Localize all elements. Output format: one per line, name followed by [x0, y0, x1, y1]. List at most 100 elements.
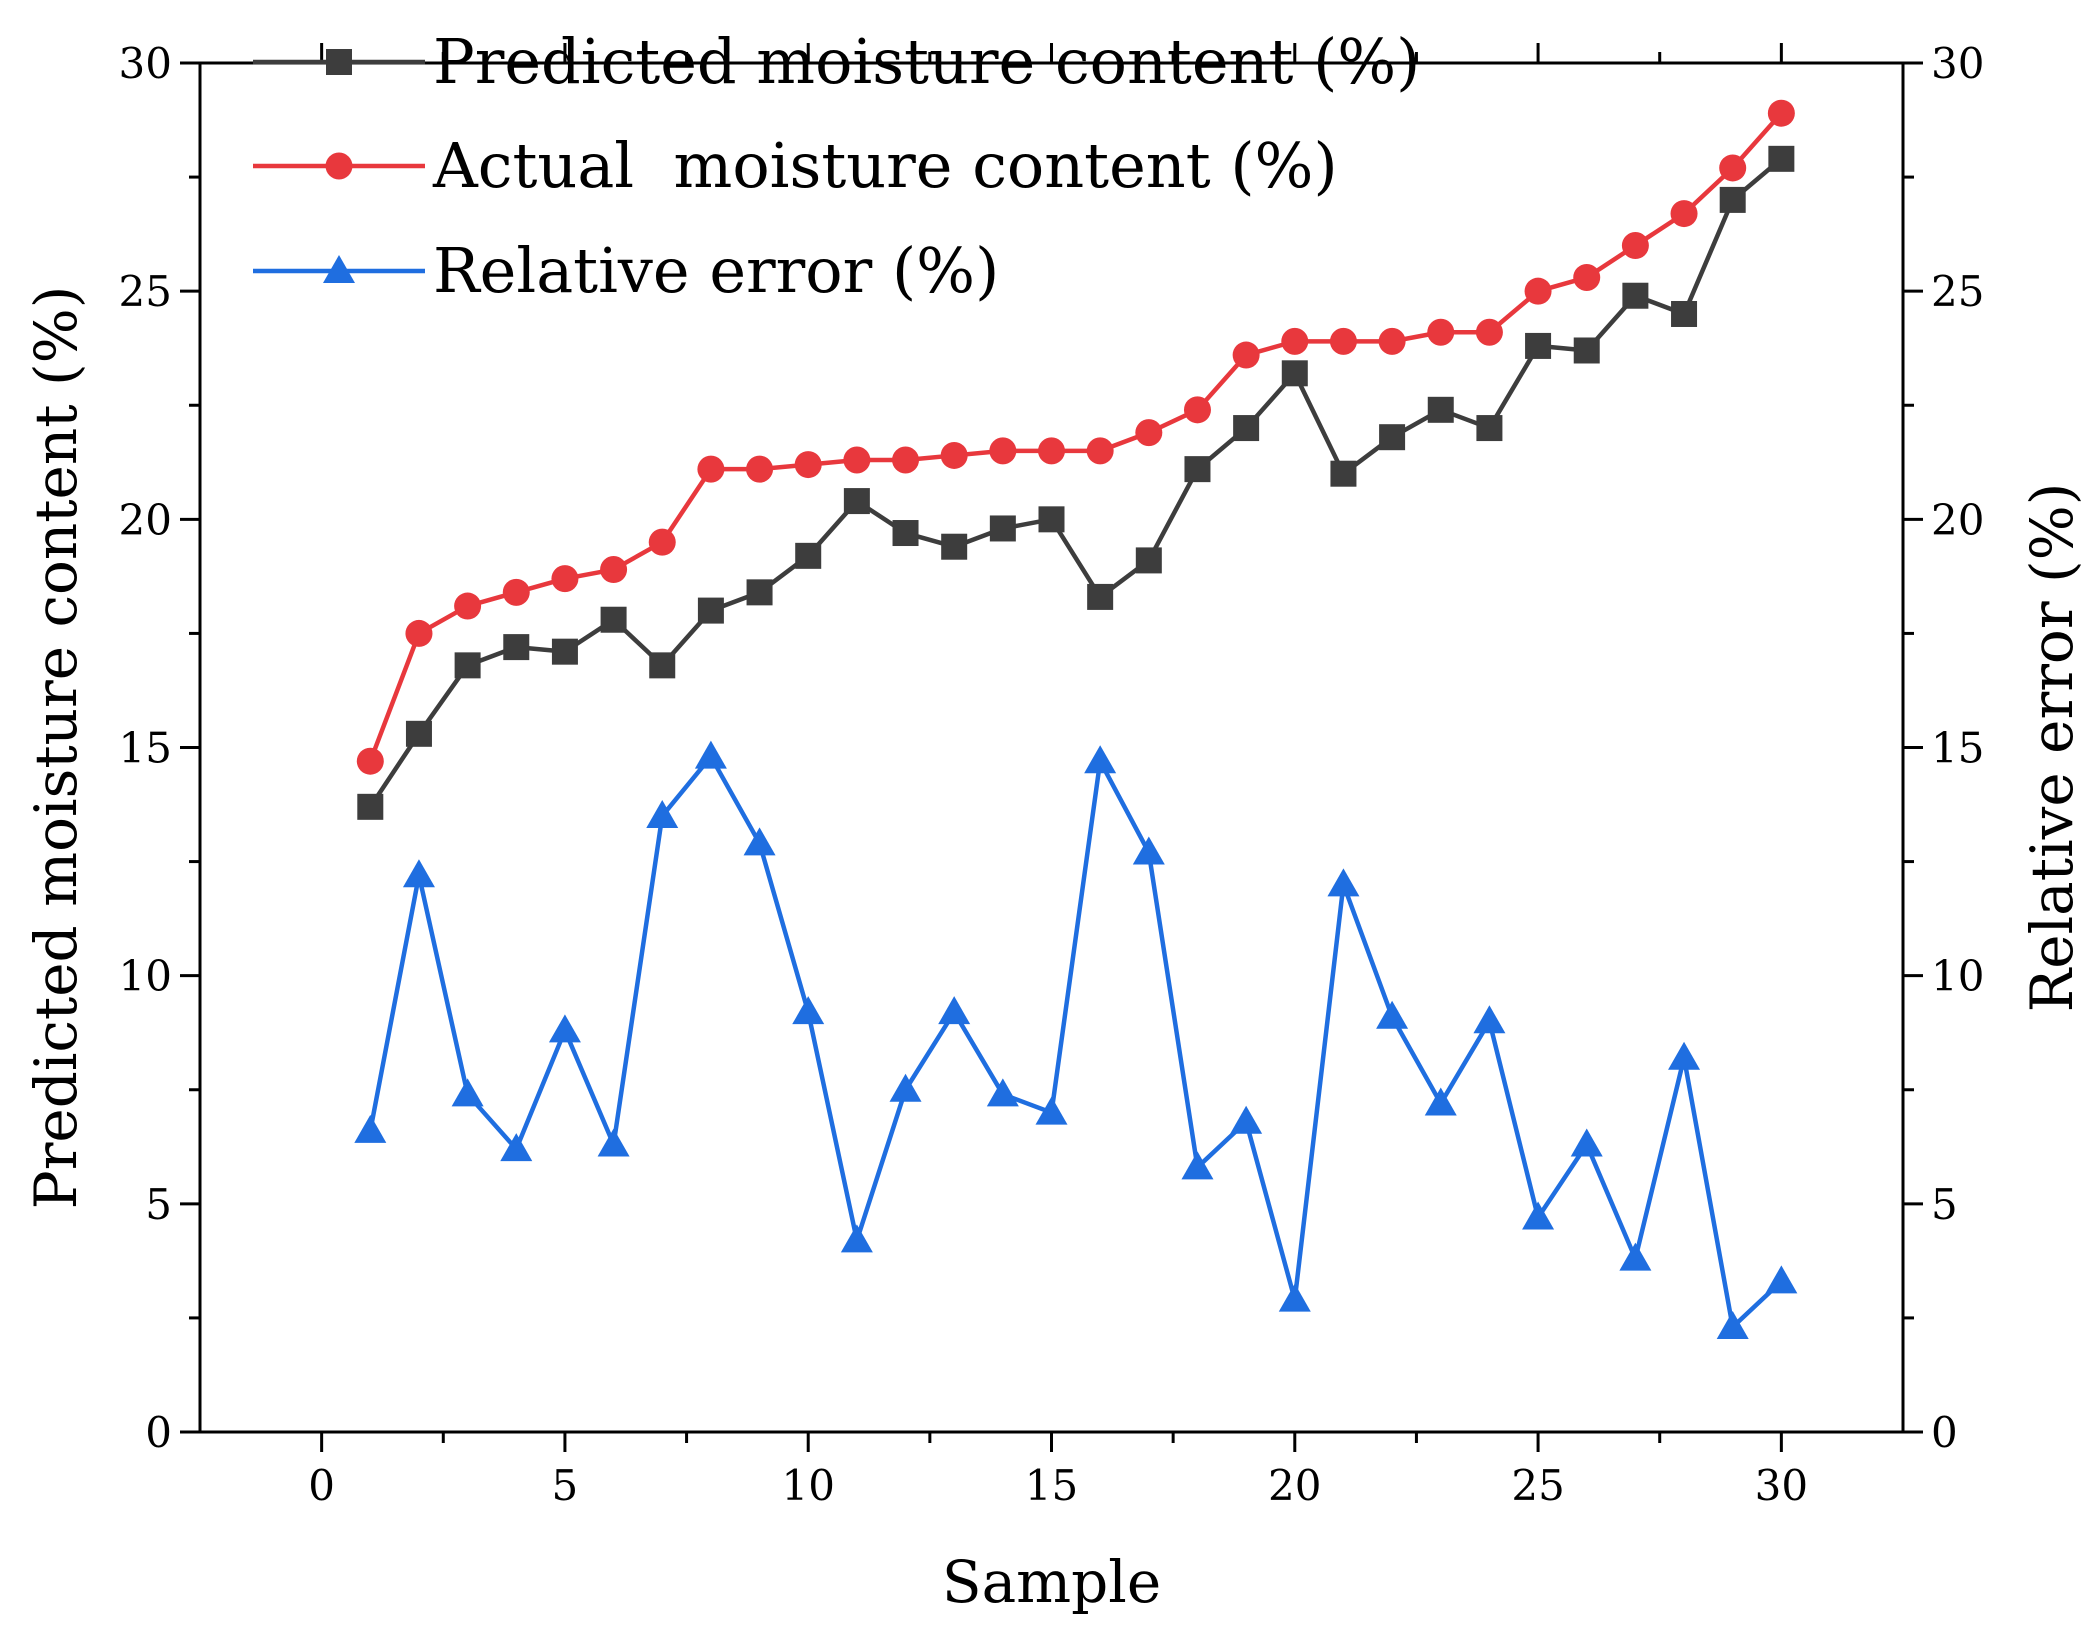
series-2-point-29: [1716, 1311, 1749, 1340]
y2-tick-label-25: 25: [1931, 267, 1984, 316]
axes: 0 5 10 15 20 25 30 0 5 10 15 20 25 30 0 5 10 15 20 25 30 Samp…: [22, 39, 2086, 1616]
series-1-point-23: [1427, 318, 1455, 346]
series-1-point-28: [1670, 200, 1698, 228]
y2-tick-label-0: 0: [1931, 1408, 1958, 1457]
series-1-point-10: [794, 451, 822, 479]
legend-label-2: Relative error (%): [433, 234, 999, 307]
series-2-point-11: [840, 1224, 873, 1253]
series-2-point-25: [1522, 1201, 1555, 1230]
series-2-point-21: [1327, 868, 1360, 897]
series-0-point-26: [1573, 337, 1600, 364]
series-2-point-3: [451, 1078, 484, 1107]
series-1-point-9: [746, 455, 774, 483]
legend-marker-0: [326, 49, 352, 75]
legend-label-1: Actual moisture content (%): [432, 129, 1338, 202]
y2-tick-label-30: 30: [1931, 39, 1984, 88]
series-1-point-21: [1329, 327, 1357, 355]
series-1-point-19: [1232, 341, 1260, 369]
y-tick-label-0: 0: [145, 1408, 172, 1457]
series-1-point-6: [600, 556, 628, 584]
series-0-point-20: [1281, 360, 1308, 387]
y-tick-label-25: 25: [119, 267, 172, 316]
series-0: [357, 145, 1795, 820]
series-0-point-15: [1038, 506, 1065, 533]
series-2-point-26: [1570, 1128, 1603, 1157]
series-0-point-23: [1427, 396, 1454, 423]
x-axis-title: Sample: [942, 1548, 1161, 1616]
series-1-point-27: [1621, 232, 1649, 260]
series-2-point-16: [1084, 745, 1117, 774]
series-0-point-3: [454, 652, 481, 679]
series-1-point-8: [697, 455, 725, 483]
y-tick-label-30: 30: [119, 39, 172, 88]
series-0-point-28: [1671, 300, 1698, 327]
series-1-point-14: [989, 437, 1017, 465]
y2-tick-label-20: 20: [1931, 495, 1984, 544]
series-1-point-3: [454, 592, 482, 620]
series-1-point-12: [892, 446, 920, 474]
legend-marker-2: [323, 255, 355, 283]
series-1-point-30: [1767, 99, 1795, 127]
series-0-point-9: [746, 579, 773, 606]
series-1-point-5: [551, 565, 579, 593]
series-2-point-12: [889, 1073, 922, 1102]
series-1-point-7: [648, 528, 676, 556]
series-2-point-10: [792, 996, 825, 1025]
series-1-point-15: [1038, 437, 1065, 465]
y-tick-label-5: 5: [145, 1180, 172, 1229]
series-1-point-16: [1086, 437, 1114, 465]
series-layer: [354, 99, 1798, 1340]
y-tick-label-15: 15: [119, 724, 172, 773]
series-0-point-27: [1622, 282, 1649, 309]
series-2-point-15: [1035, 1096, 1068, 1125]
series-0-point-17: [1135, 547, 1162, 574]
series-0-point-2: [405, 720, 432, 747]
legend-marker-1: [325, 152, 353, 180]
series-0-point-10: [795, 542, 822, 569]
series-0-point-7: [649, 652, 676, 679]
series-1-point-2: [405, 619, 433, 647]
y2-tick-label-15: 15: [1931, 724, 1984, 773]
series-2-point-4: [500, 1133, 533, 1162]
series-2-point-18: [1181, 1151, 1214, 1180]
series-1-point-18: [1183, 396, 1211, 424]
series-1-point-1: [356, 747, 384, 775]
series-2-point-2: [402, 859, 435, 888]
series-2-point-17: [1132, 836, 1165, 865]
x-tick-label-15: 15: [1025, 1461, 1078, 1510]
series-0-point-13: [941, 533, 968, 560]
series-1-point-17: [1135, 419, 1163, 447]
series-0-point-18: [1184, 456, 1211, 483]
x-tick-label-30: 30: [1755, 1461, 1808, 1510]
series-2-point-14: [986, 1078, 1019, 1107]
series-2: [354, 740, 1798, 1340]
series-2-point-24: [1473, 1005, 1506, 1034]
y-tick-label-20: 20: [119, 495, 172, 544]
series-1-point-22: [1378, 327, 1406, 355]
series-1-point-4: [502, 578, 530, 606]
series-1: [356, 99, 1795, 775]
series-2-point-30: [1765, 1265, 1798, 1294]
series-0-point-19: [1233, 415, 1260, 442]
y-axis-title: Predicted moisture content (%): [22, 286, 90, 1210]
series-2-point-7: [646, 799, 679, 828]
series-0-point-24: [1476, 415, 1503, 442]
series-0-point-8: [697, 597, 724, 624]
series-2-point-19: [1230, 1105, 1263, 1134]
series-1-point-11: [843, 446, 871, 474]
series-1-point-29: [1719, 154, 1747, 182]
series-0-point-6: [600, 606, 627, 633]
series-2-point-23: [1424, 1087, 1457, 1116]
series-0-point-4: [503, 634, 530, 661]
series-1-point-24: [1475, 318, 1503, 346]
series-0-point-16: [1087, 583, 1114, 610]
legend-label-0: Predicted moisture content (%): [433, 25, 1420, 98]
series-0-point-22: [1379, 424, 1406, 451]
series-1-point-20: [1281, 327, 1309, 355]
series-0-point-5: [551, 638, 578, 665]
series-0-point-12: [892, 520, 919, 547]
series-1-point-25: [1524, 277, 1552, 305]
series-0-point-21: [1330, 460, 1357, 487]
y2-axis-title: Relative error (%): [2018, 483, 2086, 1013]
